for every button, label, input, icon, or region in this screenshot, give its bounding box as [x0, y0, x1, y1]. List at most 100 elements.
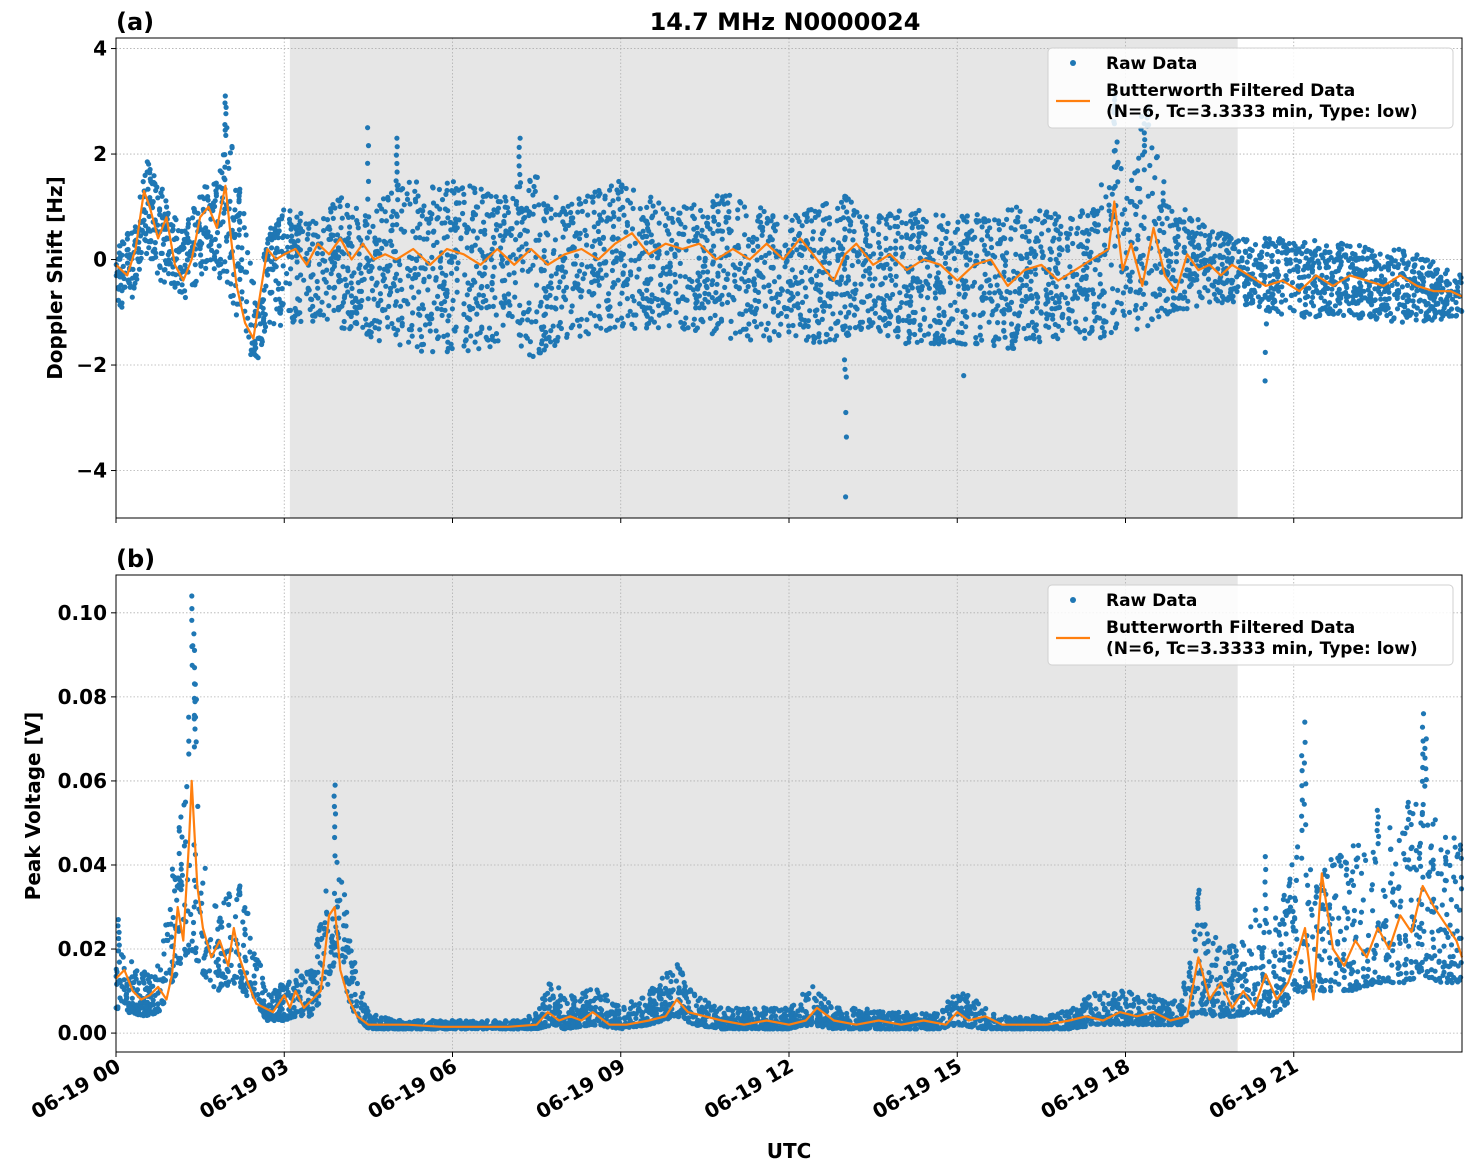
raw-data-point — [1414, 305, 1420, 311]
raw-data-point — [766, 282, 772, 288]
raw-data-outlier — [843, 409, 849, 416]
raw-data-point — [461, 311, 467, 317]
raw-data-point — [349, 214, 356, 220]
raw-data-point — [668, 246, 674, 252]
raw-data-point — [189, 938, 195, 944]
raw-data-point — [656, 220, 662, 226]
raw-data-point — [629, 293, 636, 300]
raw-data-point — [356, 235, 362, 241]
raw-data-point — [864, 214, 870, 220]
raw-data-point — [486, 325, 493, 331]
raw-data-point — [876, 244, 883, 250]
raw-data-point — [1202, 285, 1208, 291]
raw-data-point — [725, 200, 731, 206]
raw-data-point — [439, 270, 445, 276]
raw-data-point — [186, 738, 192, 744]
raw-data-point — [533, 318, 539, 325]
raw-data-point — [1011, 268, 1017, 274]
raw-data-point — [338, 277, 344, 284]
raw-data-outlier — [843, 194, 849, 200]
raw-data-point — [220, 152, 226, 158]
raw-data-point — [281, 233, 287, 239]
raw-data-point — [385, 268, 391, 274]
raw-data-point — [1139, 261, 1145, 267]
raw-data-point — [417, 235, 423, 241]
raw-data-point — [677, 260, 683, 266]
raw-data-point — [261, 287, 267, 293]
raw-data-point — [663, 309, 670, 315]
raw-data-point — [141, 217, 147, 223]
raw-data-point — [265, 272, 271, 278]
raw-data-point — [200, 880, 206, 886]
raw-data-outlier — [1262, 378, 1268, 384]
raw-data-point — [798, 269, 805, 275]
raw-data-point — [1001, 320, 1007, 326]
raw-data-point — [1275, 259, 1281, 265]
raw-data-point — [1412, 262, 1418, 268]
raw-data-point — [489, 287, 495, 293]
raw-data-point — [474, 300, 480, 306]
raw-data-point — [1428, 295, 1434, 301]
raw-data-point — [907, 331, 913, 337]
raw-data-point — [1022, 224, 1028, 230]
raw-data-point — [794, 247, 800, 253]
raw-data-point — [238, 265, 245, 271]
raw-data-point — [547, 292, 553, 298]
raw-data-point — [572, 261, 578, 267]
raw-data-point — [1127, 274, 1133, 280]
raw-data-point — [660, 206, 666, 212]
raw-data-point — [1114, 139, 1120, 145]
raw-data-point — [1258, 254, 1264, 260]
raw-data-point — [1401, 248, 1407, 254]
raw-data-point — [1219, 280, 1226, 286]
raw-data-point — [976, 218, 982, 224]
raw-data-point — [651, 319, 658, 325]
raw-data-point — [363, 316, 369, 322]
raw-data-point — [339, 303, 345, 309]
raw-data-point — [1008, 236, 1014, 242]
raw-data-point — [887, 273, 894, 279]
raw-data-point — [757, 212, 763, 219]
raw-data-point — [1149, 190, 1155, 196]
raw-data-point — [121, 275, 127, 282]
raw-data-point — [895, 328, 901, 334]
raw-data-point — [1034, 293, 1040, 300]
raw-data-point — [1018, 303, 1025, 309]
raw-data-point — [461, 191, 467, 197]
raw-data-point — [1165, 270, 1171, 276]
raw-data-point — [1360, 312, 1366, 318]
raw-data-point — [487, 344, 493, 350]
raw-data-point — [648, 276, 654, 282]
raw-data-point — [1035, 238, 1041, 244]
raw-data-outlier — [517, 135, 523, 141]
raw-data-point — [1338, 262, 1344, 268]
raw-data-point — [425, 287, 431, 293]
raw-data-point — [892, 245, 899, 251]
raw-data-point — [1112, 183, 1118, 189]
raw-data-point — [776, 332, 782, 338]
raw-data-point — [348, 280, 354, 286]
raw-data-point — [851, 312, 858, 318]
raw-data-point — [589, 279, 595, 285]
raw-data-point — [853, 287, 859, 293]
raw-data-point — [1026, 238, 1032, 244]
raw-data-point — [1140, 252, 1146, 258]
raw-data-point — [636, 266, 642, 272]
raw-data-point — [557, 319, 563, 326]
raw-data-point — [1074, 230, 1080, 237]
raw-data-point — [695, 270, 701, 276]
raw-data-point — [341, 295, 347, 301]
raw-data-point — [743, 265, 749, 271]
raw-data-point — [812, 208, 818, 214]
raw-data-point — [662, 223, 669, 229]
raw-data-point — [995, 320, 1001, 326]
raw-data-point — [939, 240, 945, 247]
raw-data-point — [138, 249, 144, 256]
raw-data-point — [553, 194, 559, 200]
raw-data-point — [342, 954, 348, 960]
raw-data-point — [175, 280, 181, 286]
raw-data-point — [1417, 274, 1423, 280]
raw-data-point — [710, 261, 716, 267]
raw-data-point — [1194, 277, 1200, 283]
